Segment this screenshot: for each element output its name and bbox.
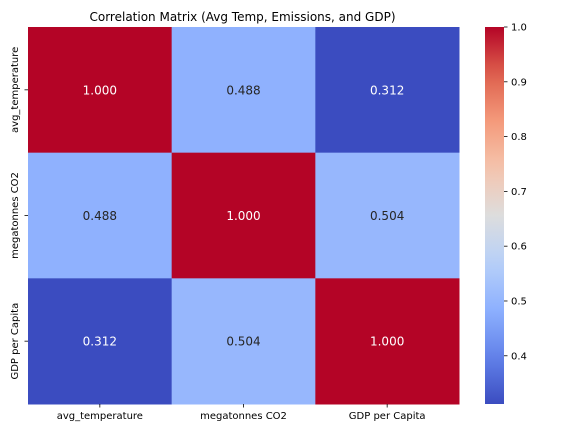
y-tick-label: GDP per Capita: [10, 303, 21, 380]
heatmap-cell-r1-c0: [28, 152, 173, 279]
heatmap-cell-r0-c0: [28, 27, 173, 154]
cell-label-r0-c0: 1.000: [83, 83, 117, 97]
heatmap-cell-r2-c1: [171, 278, 316, 405]
heatmap-cell-r1-c1: [171, 152, 316, 279]
chart-title: Correlation Matrix (Avg Temp, Emissions,…: [89, 10, 395, 24]
y-axis-ticks: avg_temperature megatonnes CO2 GDP per Cap…: [10, 47, 28, 380]
heatmap-cells: [28, 27, 460, 405]
cell-label-r2-c0: 0.312: [83, 335, 117, 349]
cell-label-r0-c2: 0.312: [370, 83, 404, 97]
cell-label-r1-c1: 1.000: [226, 209, 260, 223]
x-tick-label: GDP per Capita: [349, 411, 426, 422]
x-tick-label: avg_temperature: [57, 411, 143, 422]
colorbar-tick-label: 0.5: [511, 296, 527, 307]
cell-label-r0-c1: 0.488: [226, 83, 260, 97]
heatmap-cell-r0-c1: [171, 27, 316, 154]
cell-label-r2-c2: 1.000: [370, 335, 404, 349]
colorbar-tick-label: 0.7: [511, 187, 527, 198]
y-tick-label: megatonnes CO2: [10, 172, 21, 259]
heatmap-cell-r2-c0: [28, 278, 173, 405]
colorbar: 0.4 0.5 0.6 0.7 0.8 0.9 1.0: [485, 23, 527, 404]
colorbar-tick-label: 0.8: [511, 132, 527, 143]
cell-label-r1-c2: 0.504: [370, 209, 404, 223]
colorbar-tick-label: 0.9: [511, 77, 527, 88]
colorbar-tick-label: 0.4: [511, 351, 527, 362]
cell-label-r2-c1: 0.504: [226, 335, 260, 349]
x-tick-label: megatonnes CO2: [200, 411, 287, 422]
heatmap-cell-r2-c2: [315, 278, 460, 405]
colorbar-tick-label: 0.6: [511, 242, 527, 253]
x-axis-ticks: avg_temperature megatonnes CO2 GDP per Cap…: [57, 404, 426, 422]
y-tick-label: avg_temperature: [10, 47, 21, 133]
heatmap-cell-r1-c2: [315, 152, 460, 279]
heatmap-cell-r0-c2: [315, 27, 460, 154]
cell-annotations: 1.000 0.488 0.312 0.488 1.000 0.504 0.312 0.504…: [83, 83, 405, 348]
cell-label-r1-c0: 0.488: [83, 209, 117, 223]
colorbar-gradient: [485, 27, 504, 404]
colorbar-tick-label: 1.0: [511, 23, 527, 34]
